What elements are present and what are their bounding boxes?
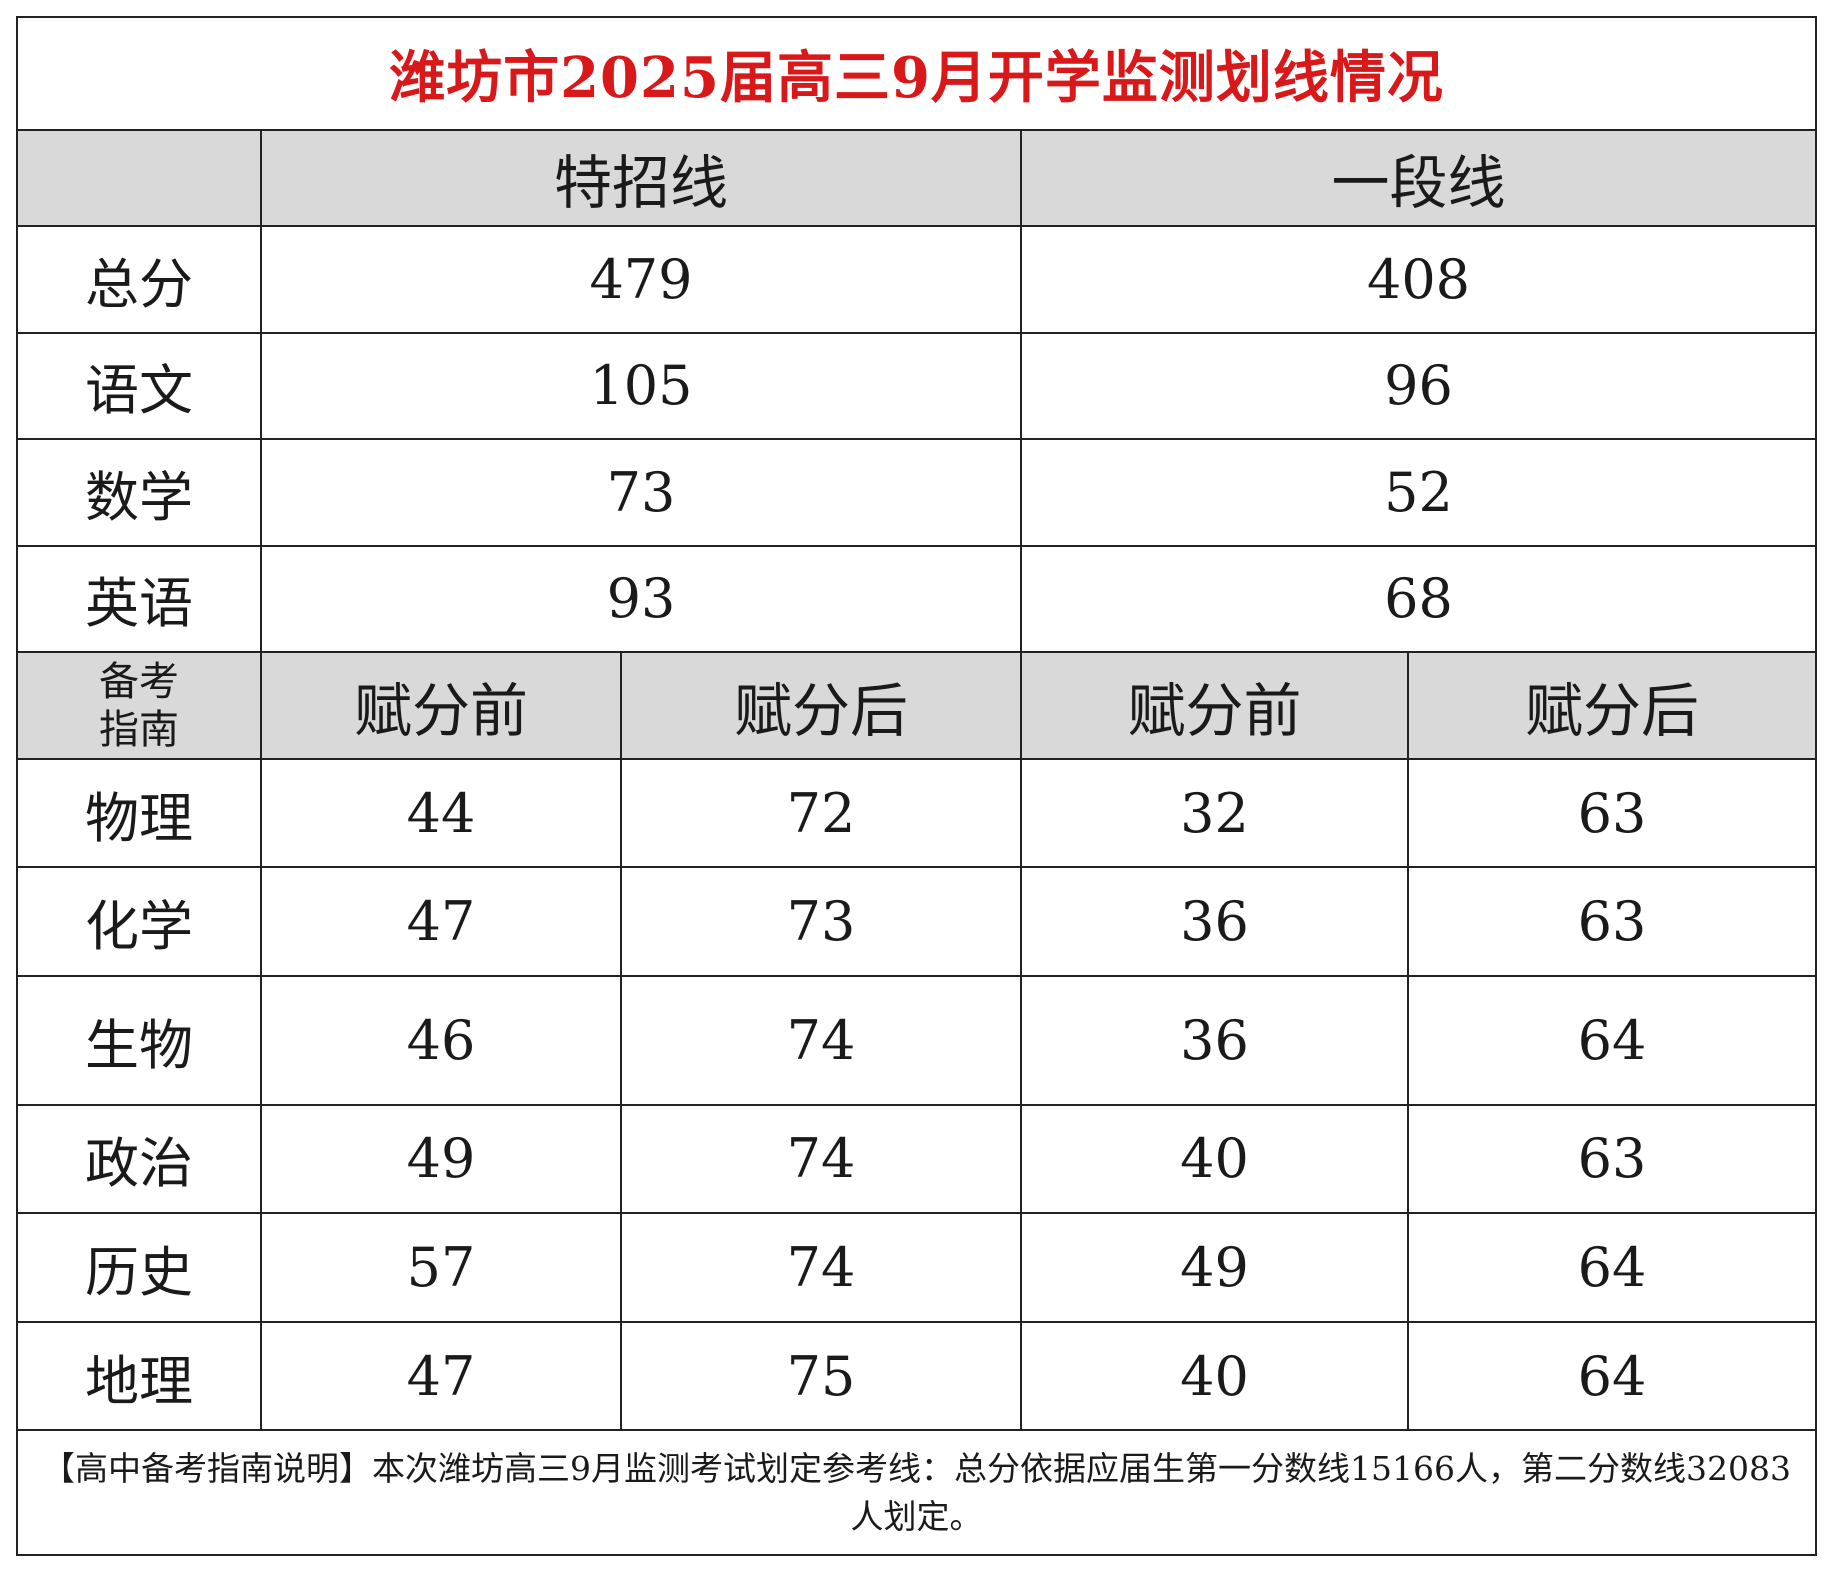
special-before-value: 47 (260, 1320, 622, 1432)
tier1-before-value: 49 (1020, 1212, 1409, 1323)
tier1-after-value: 64 (1406, 974, 1818, 1106)
header-tier1-line: 一段线 (1019, 128, 1818, 228)
tier1-before-value: 36 (1020, 866, 1409, 977)
tier1-before-value: 32 (1020, 757, 1409, 869)
table-row: 物理 44 72 32 63 (16, 757, 1818, 869)
tier1-before-value: 40 (1020, 1103, 1409, 1215)
special-after-value: 72 (620, 757, 1022, 869)
special-after-value: 74 (620, 974, 1022, 1106)
subject-label: 生物 (16, 974, 262, 1106)
tier1-line-value: 52 (1019, 438, 1818, 547)
subject-label: 语文 (16, 331, 262, 441)
guide-corner-label: 备考 指南 (16, 651, 262, 760)
special-line-value: 105 (260, 331, 1022, 441)
header-corner (16, 128, 262, 228)
subject-label: 物理 (16, 757, 262, 869)
tier1-line-value: 68 (1019, 544, 1818, 654)
special-after-header: 赋分后 (620, 651, 1022, 760)
tier1-line-value: 96 (1019, 331, 1818, 441)
subject-label: 政治 (16, 1103, 262, 1215)
special-after-value: 74 (620, 1103, 1022, 1215)
score-line-sheet: 潍坊市2025届高三9月开学监测划线情况 特招线 一段线 总分 479 408 … (15, 16, 1818, 1556)
tier1-before-value: 36 (1020, 974, 1409, 1106)
subject-label: 总分 (16, 225, 262, 334)
tier1-after-value: 64 (1406, 1320, 1818, 1432)
special-after-value: 74 (620, 1212, 1022, 1323)
subject-label: 数学 (16, 438, 262, 547)
tier1-after-value: 63 (1406, 866, 1818, 977)
table-row: 政治 49 74 40 63 (16, 1103, 1818, 1215)
title-row: 潍坊市2025届高三9月开学监测划线情况 (15, 16, 1818, 131)
special-before-value: 44 (260, 757, 622, 869)
tier1-after-value: 63 (1406, 1103, 1818, 1215)
table-row: 生物 46 74 36 64 (16, 974, 1818, 1106)
special-line-value: 73 (260, 438, 1022, 547)
tier1-line-value: 408 (1019, 225, 1818, 334)
special-after-value: 75 (620, 1320, 1022, 1432)
table-row: 地理 47 75 40 64 (16, 1320, 1818, 1432)
sub-header-row: 备考 指南 赋分前 赋分后 赋分前 赋分后 (16, 651, 1818, 760)
table-row: 化学 47 73 36 63 (16, 866, 1818, 977)
tier1-after-header: 赋分后 (1406, 651, 1818, 760)
subject-label: 英语 (16, 544, 262, 654)
score-line-table: 潍坊市2025届高三9月开学监测划线情况 特招线 一段线 总分 479 408 … (15, 16, 1818, 1556)
special-before-header: 赋分前 (260, 651, 622, 760)
tier1-after-value: 63 (1406, 757, 1818, 869)
special-before-value: 49 (260, 1103, 622, 1215)
subject-label: 地理 (16, 1320, 262, 1432)
special-before-value: 46 (260, 974, 622, 1106)
subject-label: 历史 (16, 1212, 262, 1323)
table-row: 历史 57 74 49 64 (16, 1212, 1818, 1323)
special-before-value: 47 (260, 866, 622, 977)
guide-corner-text: 备考 指南 (99, 658, 179, 753)
special-after-value: 73 (620, 866, 1022, 977)
header-row: 特招线 一段线 (16, 128, 1818, 228)
special-before-value: 57 (260, 1212, 622, 1323)
footnote-row: 【高中备考指南说明】本次潍坊高三9月监测考试划定参考线：总分依据应届生第一分数线… (15, 1429, 1818, 1556)
tier1-before-value: 40 (1020, 1320, 1409, 1432)
table-row: 数学 73 52 (16, 438, 1818, 547)
tier1-after-value: 64 (1406, 1212, 1818, 1323)
header-special-line: 特招线 (260, 128, 1022, 228)
special-line-value: 479 (260, 225, 1022, 334)
tier1-before-header: 赋分前 (1020, 651, 1409, 760)
footnote: 【高中备考指南说明】本次潍坊高三9月监测考试划定参考线：总分依据应届生第一分数线… (15, 1429, 1818, 1556)
table-row: 总分 479 408 (16, 225, 1818, 334)
page-title: 潍坊市2025届高三9月开学监测划线情况 (15, 16, 1818, 131)
table-row: 语文 105 96 (16, 331, 1818, 441)
table-row: 英语 93 68 (16, 544, 1818, 654)
subject-label: 化学 (16, 866, 262, 977)
special-line-value: 93 (260, 544, 1022, 654)
